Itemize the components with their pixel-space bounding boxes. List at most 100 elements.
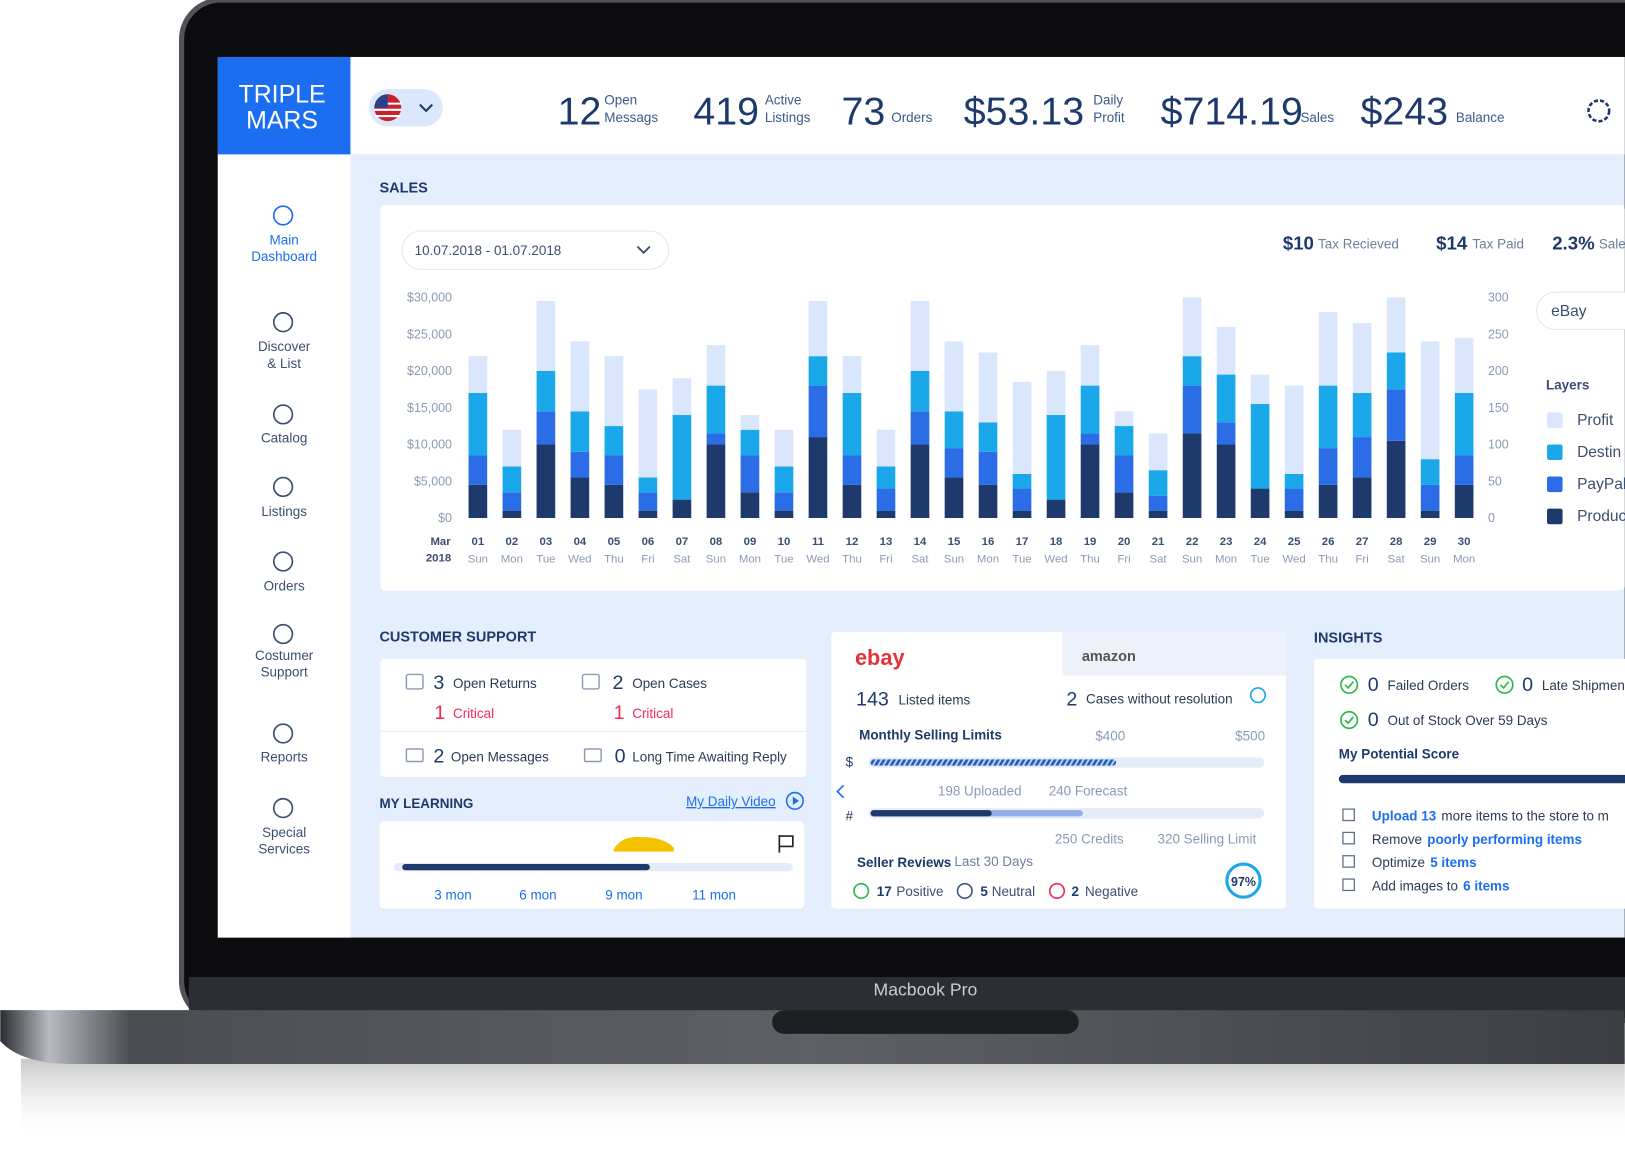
- nav-icon: [272, 476, 294, 498]
- stat-label: Listings: [765, 110, 811, 125]
- task-part: poorly performing items: [1427, 832, 1582, 847]
- check-mark: [1499, 681, 1510, 690]
- bar-segment: [1454, 455, 1474, 485]
- date-range-picker[interactable]: [401, 230, 670, 270]
- nav-icon: [272, 723, 294, 744]
- support-count: 3: [433, 672, 444, 694]
- task-checkbox[interactable]: [1342, 831, 1355, 845]
- section-title: MY LEARNING: [379, 796, 473, 811]
- nav-icon: [272, 551, 294, 572]
- video-link[interactable]: My Daily Video: [686, 794, 775, 809]
- insight-count: 0: [1522, 674, 1533, 696]
- settings-icon[interactable]: [1587, 99, 1611, 123]
- x-tick-sublabel: Wed: [806, 554, 829, 566]
- bar-segment: [1318, 448, 1338, 485]
- x-tick-sublabel: Sat: [1388, 554, 1406, 566]
- task-part: Add images to: [1372, 878, 1458, 893]
- bar-segment: [1386, 440, 1406, 519]
- review-label: Positive: [896, 884, 943, 899]
- legend-label: PayPal: [1577, 476, 1625, 493]
- x-tick-sublabel: Thu: [842, 554, 862, 566]
- nav-arrow[interactable]: [836, 784, 845, 799]
- y-tick-label: $30,000: [407, 290, 452, 304]
- bar-segment: [570, 477, 590, 519]
- x-tick-sublabel: Thu: [1318, 554, 1338, 566]
- nav-icon: [272, 404, 294, 425]
- nav-label: & List: [267, 356, 301, 371]
- milestone: 9 mon: [605, 887, 642, 902]
- limit-label: $500: [1235, 729, 1265, 744]
- y-tick-label: $0: [438, 511, 452, 525]
- bar-segment: [910, 370, 930, 412]
- chevron: [419, 103, 434, 113]
- stat-value: $53.13: [964, 89, 1084, 133]
- task-checkbox[interactable]: [1342, 855, 1355, 868]
- bar-segment: [468, 484, 488, 519]
- x-axis-label: 2018: [426, 553, 451, 565]
- bar-segment: [570, 411, 590, 452]
- x-tick-sublabel: Fri: [1117, 554, 1130, 566]
- y2-tick-label: 100: [1488, 438, 1509, 452]
- task-checkbox[interactable]: [1342, 808, 1355, 822]
- review-icon: [1048, 882, 1066, 900]
- task-checkbox[interactable]: [1342, 878, 1355, 892]
- legend-title: Layers: [1546, 378, 1589, 393]
- y-tick-label: $10,000: [407, 438, 452, 452]
- support-icon: [583, 748, 602, 763]
- progress-fill: [402, 864, 650, 871]
- laptop-label: Macbook Pro: [874, 980, 978, 1000]
- y-tick-label: $20,000: [407, 364, 452, 378]
- bar-segment: [672, 415, 692, 500]
- critical-label: Critical: [453, 706, 494, 721]
- bar-segment: [1080, 444, 1100, 519]
- header-bar: [350, 56, 1625, 155]
- bar-segment: [774, 429, 794, 467]
- bar-segment: [1352, 392, 1372, 438]
- bar-segment: [1148, 510, 1168, 519]
- tab-amazon: amazon: [1082, 649, 1136, 665]
- tax-label: Sale: [1599, 237, 1625, 252]
- stat-label: Sales: [1300, 110, 1334, 125]
- x-tick-sublabel: Wed: [1044, 554, 1067, 566]
- x-tick-sublabel: Wed: [1283, 554, 1306, 566]
- x-tick-label: 15: [948, 536, 961, 548]
- stat-value: 419: [693, 89, 759, 133]
- forecast-label: 240 Forecast: [1049, 784, 1128, 799]
- bar-segment: [740, 455, 760, 493]
- review-count: 17: [877, 884, 892, 899]
- nav-icon: [272, 312, 294, 333]
- bar-segment: [842, 484, 862, 519]
- bar-segment: [604, 484, 624, 519]
- bar-segment: [1046, 370, 1066, 416]
- stat-label: Balance: [1456, 110, 1505, 125]
- x-tick-label: 07: [676, 536, 689, 548]
- bar-segment: [502, 466, 522, 493]
- x-tick-label: 04: [574, 536, 587, 548]
- play-triangle: [792, 796, 800, 805]
- bar-segment: [740, 429, 760, 456]
- bar-segment: [706, 385, 726, 434]
- tab-inactive[interactable]: [1062, 631, 1286, 676]
- y2-tick-label: 200: [1488, 364, 1509, 378]
- bar-segment: [1216, 444, 1236, 519]
- bar-segment: [1012, 381, 1032, 474]
- bar-segment: [604, 455, 624, 485]
- floor-shadow: [20, 1058, 1625, 1142]
- milestone: 6 mon: [519, 887, 556, 902]
- bar-symbol: #: [846, 809, 854, 824]
- bar-segment: [774, 466, 794, 493]
- bar-segment: [1420, 341, 1440, 460]
- x-tick-sublabel: Tue: [774, 554, 793, 566]
- legend-swatch: [1547, 508, 1563, 525]
- laptop-chin: [188, 976, 1625, 1011]
- limits-title: Monthly Selling Limits: [859, 728, 1002, 743]
- marketplace-selector[interactable]: [1536, 291, 1625, 330]
- stat-label: Daily: [1093, 93, 1123, 108]
- task-part: 5 items: [1430, 855, 1476, 870]
- bar-segment: [808, 301, 828, 357]
- legend-swatch: [1547, 476, 1563, 493]
- insight-count: 0: [1368, 674, 1379, 696]
- legend-swatch: [1547, 444, 1563, 460]
